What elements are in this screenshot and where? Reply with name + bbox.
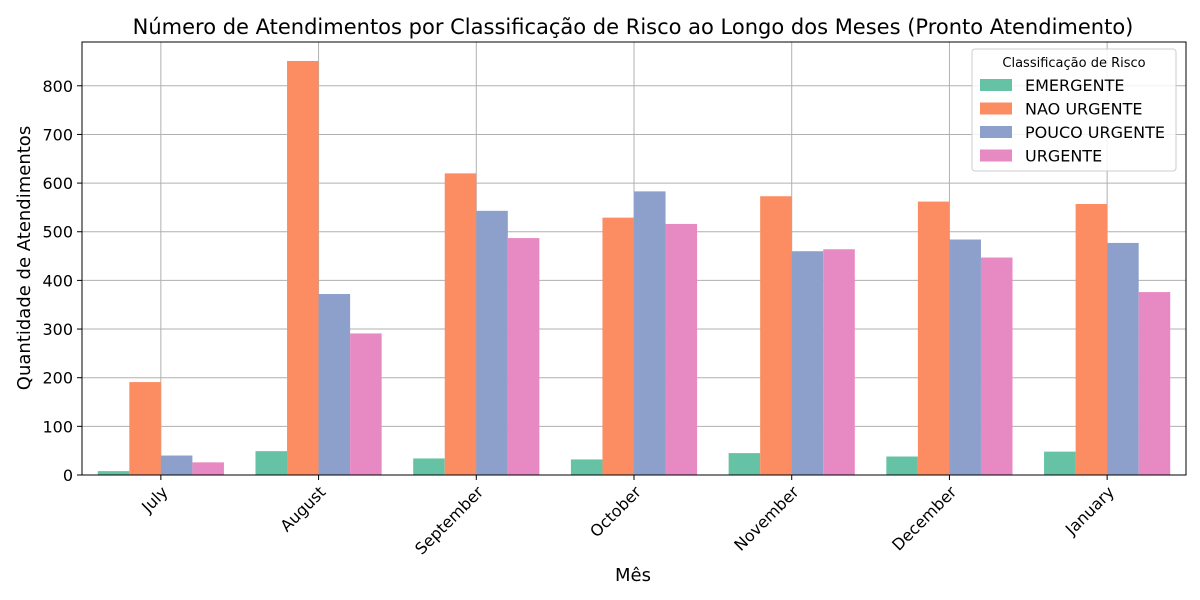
legend-label: EMERGENTE <box>1025 76 1125 95</box>
y-tick-label: 700 <box>42 125 73 144</box>
x-tick-label: October <box>586 482 645 541</box>
bar-emergente <box>570 459 603 475</box>
bar-nao-urgente <box>1075 204 1108 475</box>
bar-urgente <box>665 223 698 475</box>
bar-emergente <box>1044 451 1076 475</box>
bar-pouco-urgente <box>949 239 981 475</box>
bar-urgente <box>1138 292 1171 475</box>
bar-urgente <box>980 257 1013 475</box>
legend-label: NAO URGENTE <box>1025 100 1143 119</box>
bar-nao-urgente <box>917 201 950 476</box>
x-tick-label: January <box>1061 482 1118 539</box>
legend-label: POUCO URGENTE <box>1025 123 1165 142</box>
legend-swatch <box>980 126 1012 138</box>
bar-emergente <box>413 458 445 475</box>
chart-title: Número de Atendimentos por Classificação… <box>133 15 1134 39</box>
bars-layer <box>97 60 1171 476</box>
y-tick-label: 0 <box>63 466 73 485</box>
legend-swatch <box>980 79 1012 91</box>
bar-pouco-urgente <box>318 294 351 475</box>
y-tick-label: 500 <box>42 223 73 242</box>
bar-emergente <box>886 456 918 475</box>
bar-urgente <box>507 238 540 475</box>
bar-emergente <box>255 451 288 475</box>
legend-label: URGENTE <box>1025 147 1102 166</box>
y-tick-label: 400 <box>42 271 73 290</box>
y-tick-label: 200 <box>42 369 73 388</box>
bar-pouco-urgente <box>160 455 193 475</box>
bar-emergente <box>728 453 761 475</box>
y-tick-label: 600 <box>42 174 73 193</box>
legend-frame <box>971 48 1177 172</box>
legend-items: EMERGENTE NAO URGENTE POUCO URGENTE URGENTE <box>980 76 1165 166</box>
y-tick-label: 800 <box>42 77 73 96</box>
legend-title: Classificação de Risco <box>1002 56 1145 71</box>
x-tick-label: November <box>730 482 803 555</box>
x-tick-label: July <box>137 482 171 516</box>
y-tick-label: 100 <box>42 417 73 436</box>
bar-urgente <box>192 462 224 475</box>
bar-pouco-urgente <box>1107 242 1139 475</box>
bar-pouco-urgente <box>476 210 508 475</box>
plot-frame <box>81 41 1187 476</box>
x-tick-label: September <box>411 482 487 558</box>
legend-swatch <box>980 102 1012 115</box>
x-tick-label: August <box>276 482 329 535</box>
bar-nao-urgente <box>444 173 477 475</box>
x-axis-label: Mês <box>615 565 651 586</box>
bar-nao-urgente <box>287 60 319 476</box>
y-axis-label: Quantidade de Atendimentos <box>14 126 35 390</box>
bar-pouco-urgente <box>791 251 824 475</box>
bar-urgente <box>350 333 382 475</box>
bar-emergente <box>97 471 130 475</box>
bar-urgente <box>823 249 855 475</box>
y-tick-label: 300 <box>42 320 73 339</box>
bar-nao-urgente <box>760 196 792 476</box>
legend-swatch <box>980 149 1012 162</box>
legend: Classificação de Risco EMERGENTE NAO URGE… <box>971 48 1177 172</box>
bar-nao-urgente <box>602 217 634 476</box>
bar-pouco-urgente <box>634 191 666 476</box>
bar-nao-urgente <box>129 382 161 475</box>
x-tick-label: December <box>888 482 960 554</box>
